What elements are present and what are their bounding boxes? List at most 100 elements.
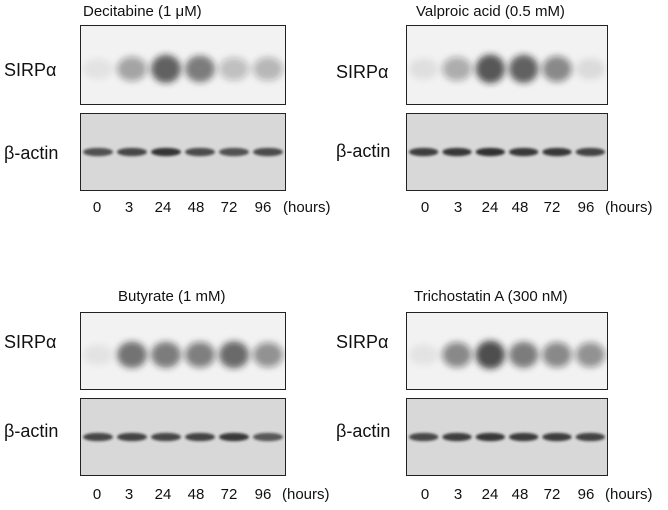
membrane-background — [407, 114, 607, 190]
lane-labels: 0 3 24 48 72 96 (hours) — [80, 199, 340, 219]
membrane-background — [407, 313, 607, 389]
sirpa-label: SIRPα — [4, 60, 57, 80]
panel-title: Valproic acid (0.5 mM) — [416, 3, 565, 20]
lane-label: 0 — [420, 486, 430, 503]
lane-label: 72 — [220, 199, 238, 216]
sirpa-blot — [406, 312, 608, 390]
sirpa-blot — [406, 25, 608, 105]
actin-band — [575, 432, 605, 442]
actin-label: β-actin — [336, 141, 391, 161]
lane-label: 96 — [254, 486, 272, 503]
actin-blot-image — [81, 114, 285, 190]
target-band — [83, 58, 113, 80]
panel-title: Butyrate (1 mM) — [118, 288, 226, 305]
membrane-background — [81, 399, 285, 475]
lane-label: 0 — [92, 199, 102, 216]
sirpa-blot — [80, 25, 286, 105]
lane-label: 72 — [220, 486, 238, 503]
membrane-background — [81, 313, 285, 389]
lane-label: 3 — [453, 486, 463, 503]
target-blot-image — [81, 313, 285, 389]
target-band — [117, 341, 147, 369]
sirpa-label: SIRPα — [336, 332, 389, 352]
target-band — [475, 54, 505, 84]
time-unit-label: (hours) — [282, 486, 330, 503]
lane-label: 96 — [577, 199, 595, 216]
actin-band — [253, 147, 283, 157]
target-band — [542, 55, 572, 82]
actin-band — [219, 432, 249, 442]
panel-title: Decitabine (1 μM) — [83, 3, 202, 20]
lane-label: 48 — [187, 199, 205, 216]
target-band — [151, 54, 181, 84]
actin-band — [185, 147, 215, 157]
actin-band — [442, 147, 472, 157]
actin-band — [409, 147, 439, 157]
lane-label: 72 — [543, 486, 561, 503]
actin-blot — [406, 113, 608, 191]
lane-label: 72 — [543, 199, 561, 216]
actin-blot-image — [407, 114, 607, 190]
actin-blot — [80, 398, 286, 476]
actin-band — [151, 147, 181, 157]
target-band — [575, 58, 605, 80]
lane-label: 96 — [254, 199, 272, 216]
actin-band — [117, 147, 147, 157]
time-unit-label: (hours) — [605, 199, 653, 216]
lane-label: 24 — [154, 486, 172, 503]
panel-decitabine: Decitabine (1 μM) SIRPα β-actin 0 3 24 4… — [0, 0, 334, 255]
target-blot-image — [81, 26, 285, 104]
sirpa-label: SIRPα — [4, 332, 57, 352]
actin-band — [575, 147, 605, 157]
lane-labels: 0 3 24 48 72 96 (hours) — [80, 486, 340, 506]
actin-blot-image — [81, 399, 285, 475]
lane-labels: 0 3 24 48 72 96 (hours) — [406, 486, 668, 506]
panel-valproic-acid: Valproic acid (0.5 mM) SIRPα β-actin 0 3… — [334, 0, 668, 255]
target-band — [219, 57, 249, 81]
actin-band — [219, 147, 249, 157]
time-unit-label: (hours) — [283, 199, 331, 216]
target-band — [219, 341, 249, 369]
membrane-background — [407, 26, 607, 104]
target-band — [409, 58, 439, 80]
membrane-background — [81, 114, 285, 190]
lane-label: 24 — [154, 199, 172, 216]
actin-band — [509, 432, 539, 442]
lane-label: 48 — [187, 486, 205, 503]
actin-blot — [80, 113, 286, 191]
lane-label: 0 — [92, 486, 102, 503]
lane-label: 48 — [511, 486, 529, 503]
actin-band — [509, 147, 539, 157]
actin-band — [253, 432, 283, 442]
actin-band — [409, 432, 439, 442]
sirpa-label: SIRPα — [336, 62, 389, 82]
lane-labels: 0 3 24 48 72 96 (hours) — [406, 199, 668, 219]
membrane-background — [407, 399, 607, 475]
sirpa-blot — [80, 312, 286, 390]
panel-trichostatin-a: Trichostatin A (300 nM) SIRPα β-actin 0 … — [334, 255, 668, 510]
actin-band — [442, 432, 472, 442]
lane-label: 3 — [124, 199, 134, 216]
target-band — [185, 341, 215, 368]
target-band — [117, 56, 147, 82]
target-band — [185, 55, 215, 83]
time-unit-label: (hours) — [605, 486, 653, 503]
lane-label: 3 — [453, 199, 463, 216]
target-band — [253, 57, 283, 81]
target-band — [575, 342, 605, 368]
target-band — [542, 342, 572, 368]
actin-label: β-actin — [4, 143, 59, 163]
target-band — [475, 340, 505, 370]
lane-label: 0 — [420, 199, 430, 216]
target-blot-image — [407, 26, 607, 104]
lane-label: 24 — [481, 486, 499, 503]
target-band — [509, 54, 539, 84]
target-band — [442, 56, 472, 81]
target-blot-image — [407, 313, 607, 389]
actin-label: β-actin — [336, 421, 391, 441]
actin-band — [475, 147, 505, 157]
actin-label: β-actin — [4, 421, 59, 441]
actin-blot-image — [407, 399, 607, 475]
actin-band — [542, 432, 572, 442]
target-band — [83, 344, 113, 366]
